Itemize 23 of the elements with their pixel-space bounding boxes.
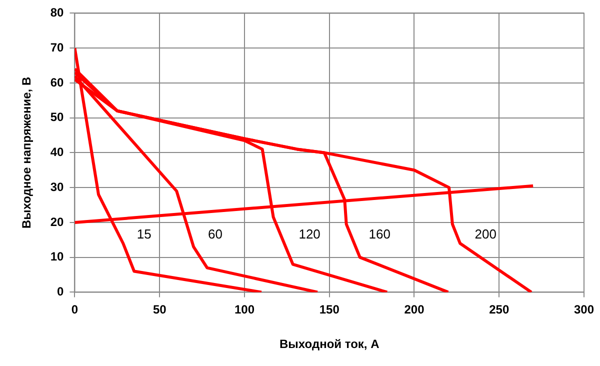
y-tick-label: 40 [50,145,64,160]
x-tick-label: 150 [319,302,340,317]
y-tick-label: 0 [57,284,64,299]
series-label: 160 [368,226,390,242]
x-axis-title: Выходной ток, А [279,337,380,352]
series-label: 200 [474,226,496,242]
y-tick-label: 50 [50,110,64,124]
x-tick-label: 0 [71,302,78,317]
x-tick-label: 300 [574,302,594,317]
y-tick-label: 80 [50,6,64,20]
x-tick-label: 200 [404,302,425,317]
y-tick-label: 10 [50,250,64,264]
y-tick-label: 20 [50,214,64,229]
y-axis-title: Выходное напряжение, В [20,76,34,229]
x-tick-label: 250 [489,302,510,317]
y-tick-label: 70 [50,40,64,54]
series-label: 15 [136,226,152,242]
x-tick-label: 50 [152,302,167,317]
series-label: 120 [298,226,320,242]
series-label: 60 [208,226,222,242]
x-tick-label: 100 [234,302,255,317]
y-tick-label: 30 [50,180,64,194]
y-tick-label: 60 [50,75,64,90]
